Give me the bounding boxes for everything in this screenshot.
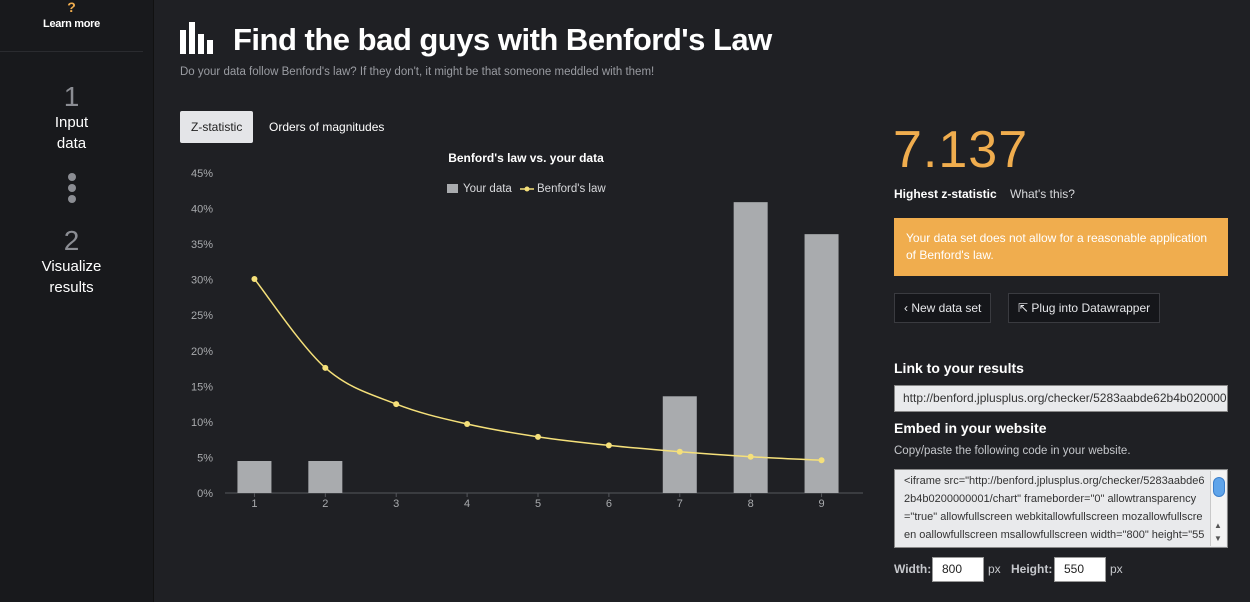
y-tick-label: 30% [191,275,213,287]
new-data-set-button[interactable]: ‹ New data set [894,293,992,323]
bar-your-data-7 [662,396,697,493]
tab-orders-of-magnitudes[interactable]: Orders of magnitudes [269,120,385,134]
bar-your-data-1 [237,461,272,493]
y-tick-label: 45% [191,168,213,180]
y-tick-label: 0% [197,488,213,500]
y-tick-label: 10% [191,417,213,429]
legend-label-benford: Benford's law [537,183,606,195]
link-heading: Link to your results [894,360,1024,376]
benford-point-3 [393,401,400,408]
benford-point-1 [251,275,258,282]
step-label-line1: Input [54,114,89,131]
whats-this-link[interactable]: What's this? [1010,187,1075,201]
benford-line [253,278,822,462]
width-input[interactable]: 800 [932,557,984,582]
y-tick-label: 25% [191,310,213,322]
results-link-input[interactable]: http://benford.jplusplus.org/checker/528… [894,385,1228,412]
benford-chart: Benford's law vs. your data Your data Benf… [191,151,863,510]
learn-more-label: Learn more [43,18,100,30]
embed-code-textarea[interactable]: <iframe src="http://benford.jplusplus.or… [894,469,1228,548]
x-tick-label: 9 [818,498,824,510]
bar-your-data-8 [733,202,768,493]
chart-title: Benford's law vs. your data [448,151,604,165]
y-tick-label: 5% [197,452,213,464]
learn-more-link[interactable]: ? Learn more [0,0,143,52]
legend-swatch-benford-dot [524,186,530,192]
x-tick-label: 8 [748,498,754,510]
step-number: 1 [63,81,80,112]
textarea-scrollbar[interactable]: ▲ ▼ [1210,471,1226,546]
legend-swatch-your-data [447,184,458,193]
step-visualize-results[interactable]: 2 Visualize results [0,226,143,298]
step-label-line2: results [49,279,94,296]
height-input[interactable]: 550 [1054,557,1106,582]
embed-heading: Embed in your website [894,420,1047,436]
plug-label: Plug into Datawrapper [1031,301,1151,315]
y-tick-label: 40% [191,204,213,216]
x-tick-label: 2 [322,498,328,510]
y-tick-label: 15% [191,381,213,393]
height-unit: px [1110,562,1123,576]
sidebar: ? Learn more 1 Input data 2 Visualize re… [0,0,154,602]
tab-z-statistic[interactable]: Z-statistic [180,111,254,143]
benford-point-2 [322,364,329,371]
benford-point-7 [676,448,683,455]
plug-into-datawrapper-button[interactable]: ⇱ Plug into Datawrapper [1008,293,1161,323]
benford-point-4 [464,421,471,428]
x-tick-label: 3 [393,498,399,510]
question-icon: ? [67,0,76,15]
external-link-icon: ⇱ [1018,301,1029,315]
benford-point-9 [818,457,825,464]
x-tick-label: 6 [606,498,612,510]
step-number: 2 [63,225,80,256]
z-statistic-label: Highest z-statistic [894,187,997,201]
width-unit: px [988,562,1001,576]
scroll-up-arrow-icon[interactable]: ▲ [1214,521,1222,530]
y-tick-label: 20% [191,346,213,358]
embed-code-text: <iframe src="http://benford.jplusplus.or… [904,475,1205,541]
x-tick-label: 1 [251,498,257,510]
embed-hint: Copy/paste the following code in your we… [894,445,1131,457]
step-label-line1: Visualize [41,258,102,275]
scrollbar-thumb[interactable] [1213,477,1225,497]
step-separator-dots-icon [67,173,77,206]
x-tick-label: 4 [464,498,470,510]
page-subtitle: Do your data follow Benford's law? If th… [180,66,655,78]
x-tick-label: 5 [535,498,541,510]
page-title: Find the bad guys with Benford's Law [233,22,772,57]
step-input-data[interactable]: 1 Input data [0,82,143,154]
bar-your-data-9 [804,234,839,493]
scroll-down-arrow-icon[interactable]: ▼ [1214,534,1222,543]
bar-chart-logo-icon [180,22,218,54]
warning-alert: Your data set does not allow for a reaso… [894,218,1228,276]
legend-label-your-data: Your data [463,183,512,195]
bar-your-data-2 [308,461,343,493]
benford-point-8 [747,453,754,460]
x-tick-label: 7 [677,498,683,510]
z-statistic-value: 7.137 [893,121,1029,179]
step-label-line2: data [56,135,87,152]
height-label: Height: [1011,562,1053,576]
benford-point-5 [535,433,541,440]
y-tick-label: 35% [191,239,213,251]
benford-point-6 [605,442,612,449]
width-label: Width: [894,562,932,576]
